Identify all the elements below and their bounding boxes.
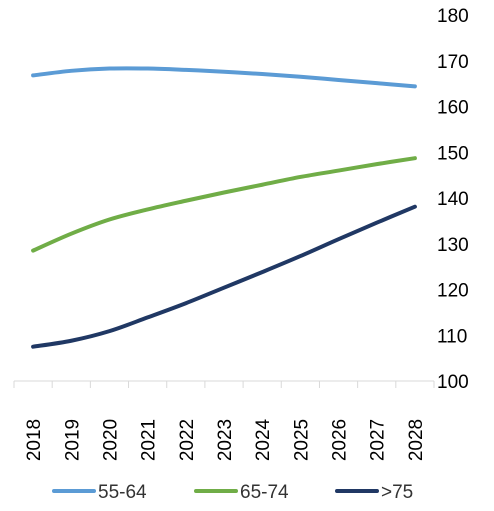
x-tick-label: 2022	[177, 419, 198, 461]
y-tick-label: 170	[437, 52, 469, 73]
legend-label: 55-64	[98, 482, 147, 503]
x-tick-label: 2021	[139, 419, 160, 461]
x-tick-label: 2028	[406, 419, 427, 461]
y-tick-label: 120	[437, 281, 469, 302]
legend-label: 65-74	[240, 482, 289, 503]
series-layer	[31, 66, 417, 349]
x-tick-label: 2027	[368, 419, 389, 461]
x-tick-label: 2026	[330, 419, 351, 461]
y-tick-label: 160	[437, 98, 469, 119]
axis-layer: 100 110 120 130 140 150 160 170 180 2018 2019 2020 2…	[13, 6, 469, 461]
x-tick-label: 2023	[215, 419, 236, 461]
y-tick-label: 100	[437, 372, 469, 393]
y-tick-label: 130	[437, 235, 469, 256]
series-line-0	[31, 66, 417, 89]
x-tick-label: 2020	[100, 419, 121, 461]
y-tick-label: 110	[437, 326, 467, 347]
series-line-1	[31, 156, 417, 253]
legend-label: >75	[381, 482, 413, 503]
series-line-2	[31, 204, 417, 349]
x-tick-label: 2019	[62, 419, 83, 461]
x-tick-label: 2018	[24, 419, 45, 461]
y-tick-label: 150	[437, 143, 469, 164]
x-tick-label: 2025	[291, 419, 312, 461]
y-tick-label: 180	[437, 6, 469, 27]
y-tick-label: 140	[437, 189, 469, 210]
x-tick-label: 2024	[253, 418, 274, 461]
legend: 55-64 65-74 >75	[52, 482, 413, 503]
